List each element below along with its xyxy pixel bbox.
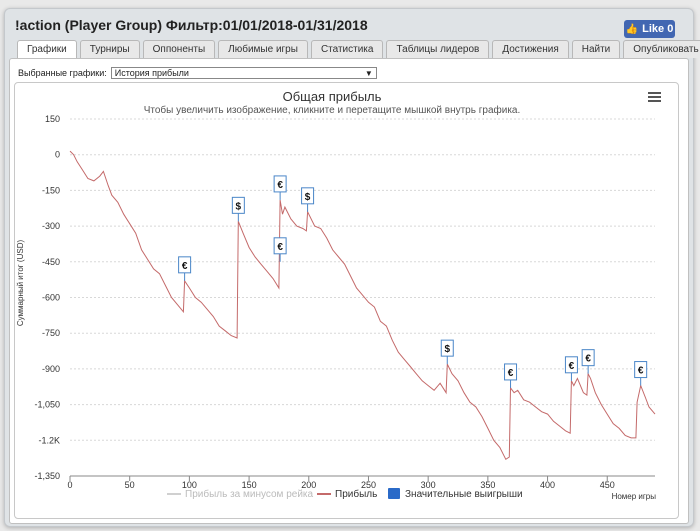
marker-symbol: € (569, 361, 575, 372)
marker-symbol: € (508, 368, 514, 379)
marker-flag (634, 361, 648, 379)
y-tick-label: -600 (42, 293, 60, 303)
graph-select[interactable]: История прибыли ▼ (110, 67, 377, 79)
graphs-panel: Выбранные графики: История прибыли ▼ Общ… (9, 58, 689, 524)
x-tick-label: 300 (421, 480, 436, 490)
marker-flag (440, 339, 454, 357)
thumbs-up-icon: 👍 (625, 23, 639, 35)
y-tick-label: -450 (42, 257, 60, 267)
tab-tournaments[interactable]: Турниры (79, 40, 140, 58)
x-tick-label: 150 (242, 480, 257, 490)
graph-select-label: Выбранные графики: (18, 68, 107, 78)
menu-icon[interactable] (648, 92, 661, 102)
x-tick-label: 0 (67, 480, 72, 490)
y-tick-label: -1,350 (34, 471, 60, 481)
big-win-marker: € (634, 361, 648, 386)
profit-chart[interactable]: Общая прибыль Чтобы увеличить изображени… (15, 83, 680, 520)
y-tick-label: -150 (42, 185, 60, 195)
window-title: !action (Player Group) Фильтр:01/01/2018… (15, 17, 368, 33)
x-axis-label: Номер игры (612, 492, 657, 501)
marker-flag (581, 349, 595, 367)
tab-favorite-games[interactable]: Любимые игры (218, 40, 308, 58)
x-tick-label: 350 (480, 480, 495, 490)
chart-title: Общая прибыль (283, 89, 382, 104)
big-win-marker: $ (301, 187, 315, 212)
marker-flag (178, 256, 192, 274)
big-win-marker: € (564, 356, 578, 381)
y-tick-label: 0 (55, 150, 60, 160)
x-tick-label: 50 (125, 480, 135, 490)
marker-flag (273, 175, 287, 193)
big-win-marker: € (581, 349, 595, 374)
tab-find[interactable]: Найти (571, 40, 621, 58)
marker-symbol: $ (305, 192, 311, 203)
tab-opponents[interactable]: Оппоненты (142, 40, 216, 58)
x-tick-label: 100 (182, 480, 197, 490)
marker-flag (564, 356, 578, 374)
big-win-marker: $ (440, 339, 454, 365)
legend-item-label[interactable]: Значительные выигрыши (405, 489, 523, 500)
tab-bar: Графики Турниры Оппоненты Любимые игры С… (17, 40, 700, 58)
marker-flag (231, 196, 245, 214)
y-tick-label: -1,050 (34, 400, 60, 410)
big-win-marker: € (273, 237, 287, 262)
marker-symbol: € (277, 242, 283, 253)
big-win-marker: € (273, 175, 287, 200)
marker-flag (273, 237, 287, 255)
chart-container[interactable]: Общая прибыль Чтобы увеличить изображени… (14, 82, 679, 519)
dropdown-arrow-icon: ▼ (364, 68, 373, 78)
tab-graphs[interactable]: Графики (17, 40, 77, 58)
x-tick-label: 450 (600, 480, 615, 490)
tab-publish[interactable]: Опубликовать (623, 40, 700, 58)
like-label: Like 0 (642, 23, 674, 35)
tab-achievements[interactable]: Достижения (492, 40, 569, 58)
y-tick-label: -1.2K (38, 435, 60, 445)
marker-flag (504, 363, 518, 381)
x-tick-label: 400 (540, 480, 555, 490)
marker-symbol: € (277, 180, 283, 191)
marker-symbol: $ (444, 344, 450, 355)
tab-statistics[interactable]: Статистика (310, 40, 384, 58)
profit-series-line (69, 150, 656, 461)
marker-flag (301, 187, 315, 205)
legend-item-label[interactable]: Прибыль за минусом рейка (185, 488, 314, 500)
big-win-marker: € (178, 256, 192, 281)
x-tick-label: 200 (301, 480, 316, 490)
marker-symbol: € (585, 354, 591, 365)
y-axis-label: Суммарный итог (USD) (16, 240, 25, 327)
y-tick-label: -900 (42, 364, 60, 374)
chart-subtitle: Чтобы увеличить изображение, кликните и … (144, 104, 521, 116)
x-tick-label: 250 (361, 480, 376, 490)
graph-select-row: Выбранные графики: История прибыли ▼ (18, 67, 377, 79)
facebook-like-button[interactable]: 👍 Like 0 (624, 20, 675, 38)
y-tick-label: -750 (42, 328, 60, 338)
big-win-marker: € (504, 363, 518, 388)
big-win-marker: $ (231, 196, 245, 222)
y-tick-label: 150 (45, 114, 60, 124)
marker-symbol: € (638, 366, 644, 377)
y-tick-label: -300 (42, 221, 60, 231)
tab-leaderboards[interactable]: Таблицы лидеров (386, 40, 490, 58)
legend-box-swatch (388, 488, 400, 499)
marker-symbol: $ (236, 201, 242, 212)
legend-item-label[interactable]: Прибыль (335, 488, 377, 500)
dialog-window: !action (Player Group) Фильтр:01/01/2018… (4, 8, 700, 527)
marker-symbol: € (182, 261, 188, 272)
graph-select-value: История прибыли (114, 68, 189, 78)
